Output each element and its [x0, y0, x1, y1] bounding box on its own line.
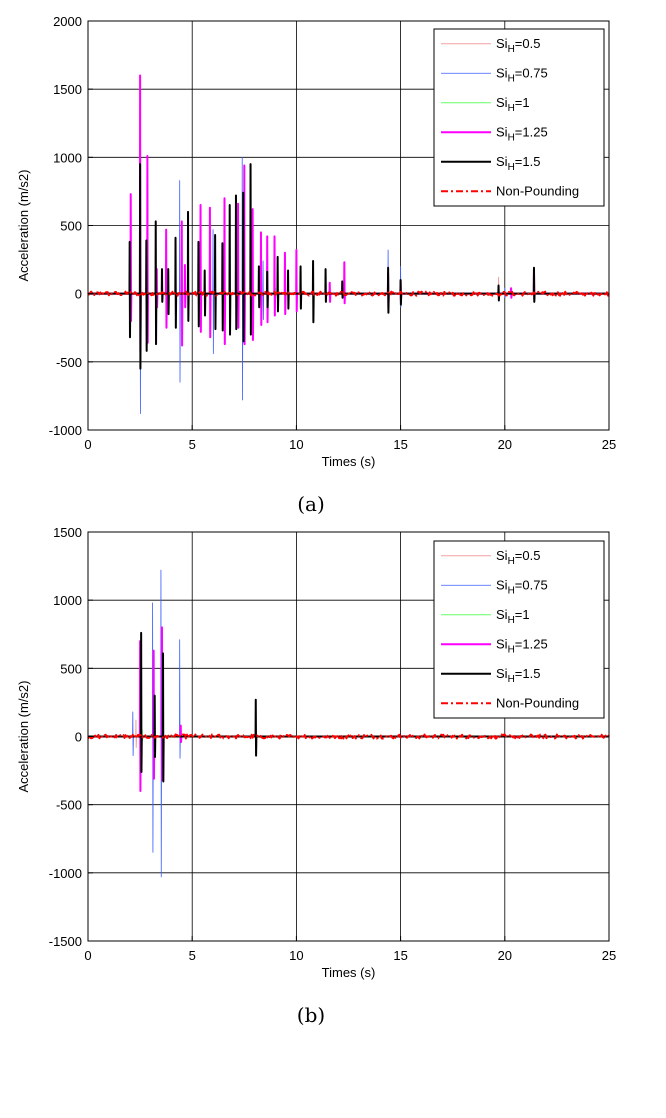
legend-label: SiH=0.5	[496, 548, 540, 567]
y-tick-label: 1000	[53, 150, 82, 165]
legend: SiH=0.5 SiH=0.75 SiH=1 SiH=1.25 SiH=1.5 Non-P…	[433, 28, 605, 207]
x-tick-label: 25	[602, 948, 616, 963]
x-tick-label: 20	[498, 437, 512, 452]
y-tick-label: -500	[56, 798, 82, 813]
y-tick-label: -500	[56, 355, 82, 370]
y-tick-label: 500	[60, 219, 82, 234]
legend-label: SiH=1	[496, 607, 530, 626]
x-axis-label: Times (s)	[322, 454, 376, 469]
y-axis-label: Acceleration (m/s2)	[16, 170, 31, 282]
legend-label: SiH=1.25	[496, 124, 548, 143]
legend-label: SiH=1.5	[496, 154, 540, 173]
x-tick-label: 25	[602, 437, 616, 452]
y-tick-label: 0	[75, 287, 82, 302]
legend-box	[433, 540, 605, 719]
legend-label: SiH=0.5	[496, 36, 540, 55]
x-tick-label: 10	[289, 437, 303, 452]
y-tick-label: 1000	[53, 593, 82, 608]
x-tick-label: 20	[498, 948, 512, 963]
series-group	[87, 569, 610, 878]
figure-caption: (b)	[297, 1003, 325, 1027]
y-axis-label: Acceleration (m/s2)	[16, 681, 31, 793]
x-tick-label: 5	[189, 948, 196, 963]
series-line	[87, 290, 610, 297]
x-tick-label: 15	[393, 948, 407, 963]
series-line	[87, 733, 610, 740]
x-axis-label: Times (s)	[322, 965, 376, 980]
chart-a: 0 5 10 15 20 25 -1000 -500 0 500 1000 1500 2000 Times…	[16, 14, 616, 516]
y-tick-label: -1500	[49, 934, 82, 949]
x-tick-label: 5	[189, 437, 196, 452]
x-tick-label: 0	[84, 437, 91, 452]
y-tick-label: -1000	[49, 423, 82, 438]
figure-caption: (a)	[297, 492, 325, 516]
legend-label: SiH=0.75	[496, 65, 548, 84]
legend-label: Non-Pounding	[496, 183, 579, 198]
legend-label: SiH=1.25	[496, 636, 548, 655]
x-tick-label: 10	[289, 948, 303, 963]
y-tick-label: 2000	[53, 14, 82, 29]
y-tick-label: 500	[60, 661, 82, 676]
legend: SiH=0.5 SiH=0.75 SiH=1 SiH=1.25 SiH=1.5 Non-P…	[433, 540, 605, 719]
series-line	[88, 163, 609, 370]
x-tick-label: 15	[393, 437, 407, 452]
chart-b: 0 5 10 15 20 25 -1500 -1000 -500 0 500 1000 1500 Time…	[16, 525, 616, 1027]
series-group	[87, 74, 610, 415]
y-tick-label: 1500	[53, 82, 82, 97]
legend-label: SiH=1.5	[496, 666, 540, 685]
y-tick-label: 1500	[53, 525, 82, 540]
legend-label: Non-Pounding	[496, 695, 579, 710]
legend-label: SiH=0.75	[496, 577, 548, 596]
y-tick-label: 0	[75, 730, 82, 745]
x-tick-label: 0	[84, 948, 91, 963]
legend-box	[433, 28, 605, 207]
y-tick-label: -1000	[49, 866, 82, 881]
legend-label: SiH=1	[496, 95, 530, 114]
